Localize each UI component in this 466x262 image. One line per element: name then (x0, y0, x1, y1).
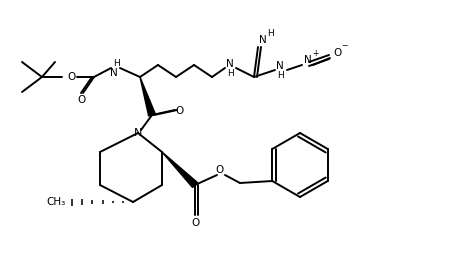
Text: O: O (77, 95, 85, 105)
Polygon shape (162, 152, 198, 188)
Text: O: O (333, 48, 341, 58)
Text: H: H (226, 69, 233, 79)
Text: −: − (341, 41, 347, 51)
Text: N: N (226, 59, 234, 69)
Text: +: + (312, 48, 318, 57)
Text: N: N (134, 128, 142, 138)
Text: O: O (68, 72, 76, 82)
Text: O: O (176, 106, 184, 116)
Text: H: H (267, 29, 274, 37)
Text: N: N (259, 35, 267, 45)
Polygon shape (140, 77, 155, 116)
Text: H: H (114, 58, 120, 68)
Text: CH₃: CH₃ (47, 197, 66, 207)
Text: N: N (304, 55, 312, 65)
Text: N: N (276, 61, 284, 71)
Text: O: O (216, 165, 224, 175)
Text: O: O (192, 218, 200, 228)
Text: N: N (110, 68, 118, 78)
Text: H: H (277, 72, 283, 80)
